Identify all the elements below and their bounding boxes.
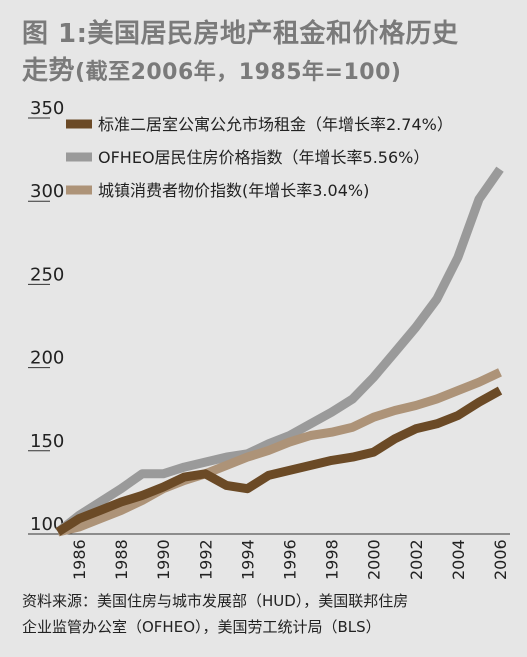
title-subtitle: (截至2006年，1985年=100) bbox=[75, 60, 402, 85]
series-lines bbox=[55, 166, 504, 537]
y-tick-label: 150 bbox=[30, 431, 64, 452]
y-tick-label: 100 bbox=[30, 514, 64, 535]
legend-label: 城镇消费者物价指数(年增长率3.04%) bbox=[98, 181, 369, 200]
x-tick-label: 1990 bbox=[154, 539, 173, 580]
x-tick-label: 1994 bbox=[238, 539, 257, 580]
x-tick-label: 2004 bbox=[449, 539, 468, 580]
x-tick-label: 1986 bbox=[70, 539, 89, 580]
y-tick-label: 250 bbox=[30, 264, 64, 285]
x-tick-label: 1996 bbox=[281, 539, 300, 580]
source-line-2: 企业监管办公室（OFHEO），美国劳工统计局（BLS） bbox=[22, 618, 381, 636]
x-tick-label: 2000 bbox=[365, 539, 384, 580]
x-tick-label: 1988 bbox=[112, 539, 131, 580]
legend: 标准二居室公寓公允市场租金（年增长率2.74%） OFHEO居民住房价格指数（年增… bbox=[66, 115, 453, 200]
x-axis: 1986 1988 1990 1992 1994 1996 1998 2000 2002 2004… bbox=[30, 533, 510, 580]
series-line-1 bbox=[55, 386, 503, 536]
x-tick-label: 2002 bbox=[407, 539, 426, 580]
title-line-1: 图 1:美国居民房地产租金和价格历史 bbox=[22, 19, 459, 49]
title-main-part: 走势 bbox=[22, 56, 76, 86]
chart-title: 图 1:美国居民房地产租金和价格历史 走势(截至2006年，1985年=100) bbox=[22, 16, 517, 92]
y-tick-label: 200 bbox=[30, 348, 64, 369]
source-line-1: 资料来源：美国住房与城市发展部（HUD），美国联邦住房 bbox=[22, 592, 409, 610]
series-line-3 bbox=[56, 368, 502, 537]
legend-label: 标准二居室公寓公允市场租金（年增长率2.74%） bbox=[98, 115, 453, 134]
y-axis: 100 150 200 250 300 350 bbox=[28, 98, 64, 535]
y-tick-label: 300 bbox=[30, 181, 64, 202]
source-note: 资料来源：美国住房与城市发展部（HUD），美国联邦住房 企业监管办公室（OFHE… bbox=[22, 588, 517, 640]
x-tick-label: 1998 bbox=[323, 539, 342, 580]
title-line-2: 走势(截至2006年，1985年=100) bbox=[22, 52, 517, 92]
x-tick-label: 2006 bbox=[491, 539, 510, 580]
x-tick-label: 1992 bbox=[196, 539, 215, 580]
legend-label: OFHEO居民住房价格指数（年增长率5.56%） bbox=[98, 148, 429, 167]
y-tick-label: 350 bbox=[30, 98, 64, 119]
series-line-2 bbox=[55, 166, 504, 536]
